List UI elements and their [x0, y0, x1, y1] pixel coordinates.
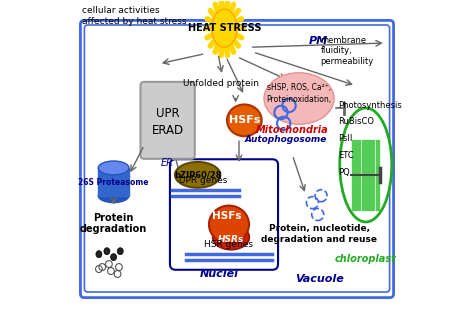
- Ellipse shape: [110, 254, 117, 261]
- Text: bZIP60/28: bZIP60/28: [174, 170, 221, 179]
- Bar: [366, 140, 370, 210]
- Text: HSR genes: HSR genes: [204, 240, 254, 249]
- Text: HSFs: HSFs: [212, 211, 242, 221]
- Text: sHSP, ROS, Ca²⁺,
Proteinoxidation,: sHSP, ROS, Ca²⁺, Proteinoxidation,: [266, 83, 332, 104]
- Ellipse shape: [212, 9, 237, 47]
- Ellipse shape: [213, 225, 249, 250]
- Ellipse shape: [98, 189, 129, 203]
- Text: ETC: ETC: [338, 151, 353, 160]
- Text: PQ: PQ: [338, 168, 349, 177]
- Text: UPR genes: UPR genes: [180, 176, 228, 185]
- Bar: [357, 140, 360, 210]
- FancyBboxPatch shape: [81, 20, 393, 298]
- Ellipse shape: [227, 105, 262, 136]
- Text: Nuclei: Nuclei: [200, 269, 238, 279]
- Text: 26S Proteasome: 26S Proteasome: [78, 178, 149, 187]
- Text: membrane
fluidity,
permeability: membrane fluidity, permeability: [320, 36, 374, 66]
- Text: PM: PM: [309, 36, 328, 46]
- Ellipse shape: [96, 251, 102, 258]
- Bar: [352, 140, 356, 210]
- Bar: [371, 140, 374, 210]
- Ellipse shape: [104, 248, 110, 255]
- Text: ER: ER: [161, 158, 174, 168]
- Ellipse shape: [117, 248, 123, 255]
- Text: Protein
degradation: Protein degradation: [80, 212, 147, 234]
- Text: HEAT STRESS: HEAT STRESS: [188, 23, 261, 33]
- Text: Protein, nucleotide,
degradation and reuse: Protein, nucleotide, degradation and reu…: [261, 225, 377, 244]
- Bar: [376, 140, 379, 210]
- FancyBboxPatch shape: [140, 82, 195, 159]
- Text: Unfolded protein: Unfolded protein: [183, 79, 259, 88]
- Text: Mitochondria: Mitochondria: [256, 125, 329, 135]
- Bar: [98, 168, 129, 196]
- Ellipse shape: [209, 205, 249, 243]
- Text: PsII: PsII: [338, 134, 352, 143]
- Ellipse shape: [264, 73, 334, 124]
- Bar: [362, 140, 365, 210]
- Text: chloroplast: chloroplast: [335, 254, 397, 264]
- Ellipse shape: [175, 162, 220, 188]
- Text: Autophogosome: Autophogosome: [245, 135, 327, 144]
- Ellipse shape: [98, 161, 129, 175]
- Text: HSRs: HSRs: [218, 235, 244, 244]
- Text: Vacuole: Vacuole: [295, 274, 344, 284]
- Text: RuBisCO: RuBisCO: [338, 117, 374, 126]
- Text: cellular activities
affected by heat stress: cellular activities affected by heat str…: [82, 6, 186, 26]
- Text: Photosynthesis: Photosynthesis: [338, 100, 401, 109]
- Ellipse shape: [340, 108, 392, 222]
- Text: HSFs: HSFs: [228, 115, 260, 125]
- Text: UPR
ERAD: UPR ERAD: [152, 107, 184, 137]
